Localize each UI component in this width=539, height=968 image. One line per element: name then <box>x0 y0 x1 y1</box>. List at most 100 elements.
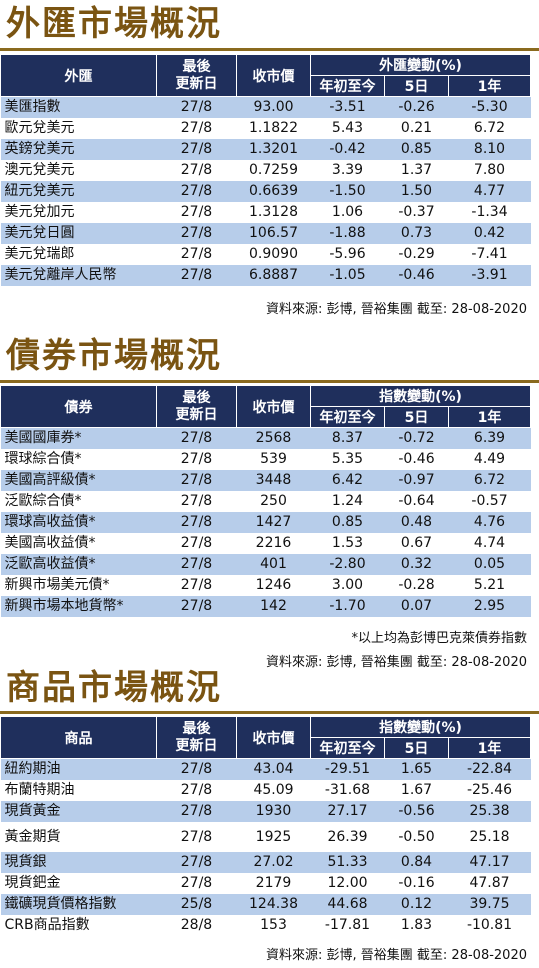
row-5d: -0.64 <box>398 493 435 509</box>
row-close: 250 <box>260 493 287 509</box>
table-row: 布蘭特期油 27/8 45.09 -31.68 1.67 -25.46 <box>1 780 531 801</box>
row-close: 3448 <box>236 470 311 491</box>
row-ytd: -0.42 <box>310 139 385 160</box>
row-date: 27/8 <box>180 535 213 551</box>
commodities-table: 商品 最後 更新日 收市價 指數變動(%) 年初至今 5日 1年 紐約期油 27/8… <box>0 716 532 937</box>
bonds-col-1y: 1年 <box>447 406 532 428</box>
row-5d: 0.21 <box>400 120 433 136</box>
table-row: 美國國庫券* 27/8 2568 8.37 -0.72 6.39 <box>0 427 531 449</box>
row-name: 現貨鈀金 <box>4 875 61 891</box>
row-close: 6.8887 <box>236 265 311 286</box>
commodities-col-change: 指數變動(%) <box>309 716 532 738</box>
row-5d: 1.83 <box>400 917 433 933</box>
row-date: 27/8 <box>180 246 213 262</box>
row-name: CRB商品指數 <box>4 917 90 933</box>
row-date: 27/8 <box>156 181 237 202</box>
table-row: 泛歐高收益債* 27/8 401 -2.80 0.32 0.05 <box>0 554 531 575</box>
row-1y: 0.05 <box>448 554 531 575</box>
row-ytd: 3.00 <box>331 577 364 593</box>
row-ytd: -17.81 <box>324 917 371 933</box>
row-5d: -0.72 <box>384 427 449 449</box>
row-name: 新興市場本地貨幣* <box>0 596 157 617</box>
commodities-col-1y: 1年 <box>447 737 532 759</box>
commodities-title-underline <box>0 711 539 714</box>
commodities-rows: 紐約期油 27/8 43.04 -29.51 1.65 -22.84 布蘭特期油 27/8 45… <box>0 758 531 937</box>
commodities-source: 資料來源: 彭博, 晉裕集團 截至: 28-08-2020 <box>266 948 527 963</box>
row-close: 0.6639 <box>236 181 311 202</box>
table-row: 美匯指數 27/8 93.00 -3.51 -0.26 -5.30 <box>0 96 531 118</box>
row-ytd: -31.68 <box>324 782 371 798</box>
row-ytd: -3.51 <box>310 96 385 118</box>
row-name: 泛歐高收益債* <box>0 554 157 575</box>
row-5d: 0.84 <box>384 852 449 873</box>
fx-col-name: 外匯 <box>0 54 157 97</box>
row-1y: -5.30 <box>448 96 531 118</box>
row-1y: -3.91 <box>448 265 531 286</box>
table-row: CRB商品指數 28/8 153 -17.81 1.83 -10.81 <box>1 915 531 936</box>
row-date: 27/8 <box>180 493 213 509</box>
row-5d: 1.50 <box>384 181 449 202</box>
row-date: 27/8 <box>156 512 237 533</box>
table-row: 環球綜合債* 27/8 539 5.35 -0.46 4.49 <box>1 449 531 470</box>
row-5d: -0.29 <box>398 246 435 262</box>
row-name: 紐元兌美元 <box>0 181 157 202</box>
row-close: 43.04 <box>236 758 311 780</box>
bonds-table: 債券 最後 更新日 收市價 指數變動(%) 年初至今 5日 1年 美國國庫券* 27… <box>0 385 532 617</box>
row-name: 美匯指數 <box>0 96 157 118</box>
row-name: 環球綜合債* <box>4 451 82 467</box>
table-row: 紐元兌美元 27/8 0.6639 -1.50 1.50 4.77 <box>0 181 531 202</box>
row-ytd: 1.24 <box>331 493 364 509</box>
bonds-col-date: 最後 更新日 <box>156 385 237 428</box>
row-close: 1.1822 <box>249 120 298 136</box>
bonds-col-name: 債券 <box>0 385 157 428</box>
table-row: 現貨銀 27/8 27.02 51.33 0.84 47.17 <box>0 852 531 873</box>
row-close: 1.3201 <box>236 139 311 160</box>
row-name: 美元兌瑞郎 <box>4 246 75 262</box>
row-date: 27/8 <box>156 427 237 449</box>
row-1y: -1.34 <box>471 204 508 220</box>
row-close: 27.02 <box>236 852 311 873</box>
row-date: 27/8 <box>156 139 237 160</box>
row-1y: 4.77 <box>448 181 531 202</box>
row-5d: -0.16 <box>398 875 435 891</box>
commodities-col-name: 商品 <box>0 716 157 759</box>
row-1y: -7.41 <box>471 246 508 262</box>
commodities-col-ytd: 年初至今 <box>310 737 385 759</box>
commodities-col-close: 收市價 <box>236 716 311 759</box>
row-5d: -0.50 <box>398 828 435 845</box>
row-date: 27/8 <box>156 801 237 822</box>
row-close: 124.38 <box>236 894 311 915</box>
row-ytd: -1.70 <box>310 596 385 617</box>
row-date: 27/8 <box>156 265 237 286</box>
row-5d: 1.67 <box>400 782 433 798</box>
bonds-rows: 美國國庫券* 27/8 2568 8.37 -0.72 6.39 環球綜合債* 27/8 539… <box>0 427 531 617</box>
table-row: 現貨黃金 27/8 1930 27.17 -0.56 25.38 <box>0 801 531 822</box>
row-date: 27/8 <box>180 875 213 891</box>
row-close: 1.3128 <box>249 204 298 220</box>
row-close: 401 <box>236 554 311 575</box>
row-close: 153 <box>260 917 287 933</box>
row-name: 歐元兌美元 <box>4 120 75 136</box>
bonds-col-5d: 5日 <box>384 406 449 428</box>
row-ytd: 26.39 <box>327 828 368 845</box>
table-row: 澳元兌美元 27/8 0.7259 3.39 1.37 7.80 <box>1 160 531 181</box>
table-row: 環球高收益債* 27/8 1427 0.85 0.48 4.76 <box>0 512 531 533</box>
row-date: 27/8 <box>156 758 237 780</box>
row-ytd: 1.53 <box>331 535 364 551</box>
table-row: 美元兌加元 27/8 1.3128 1.06 -0.37 -1.34 <box>1 202 531 223</box>
row-1y: 8.10 <box>448 139 531 160</box>
row-ytd: 5.35 <box>331 451 364 467</box>
row-5d: -0.26 <box>384 96 449 118</box>
row-1y: 4.76 <box>448 512 531 533</box>
row-name: 現貨黃金 <box>0 801 157 822</box>
row-1y: 6.39 <box>448 427 531 449</box>
row-close: 45.09 <box>253 782 294 798</box>
row-date: 27/8 <box>180 162 213 178</box>
row-5d: 0.73 <box>384 223 449 244</box>
table-row: 美元兌離岸人民幣 27/8 6.8887 -1.05 -0.46 -3.91 <box>0 265 531 286</box>
row-close: 0.9090 <box>249 246 298 262</box>
row-close: 2216 <box>255 535 292 551</box>
row-name: 環球高收益債* <box>0 512 157 533</box>
row-name: 布蘭特期油 <box>4 782 75 798</box>
row-5d: 0.67 <box>400 535 433 551</box>
